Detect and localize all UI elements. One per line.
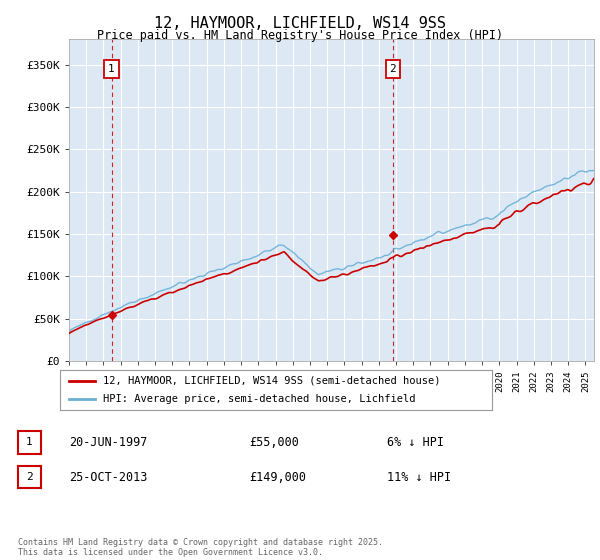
Text: 11% ↓ HPI: 11% ↓ HPI — [387, 470, 451, 484]
Text: HPI: Average price, semi-detached house, Lichfield: HPI: Average price, semi-detached house,… — [103, 394, 416, 404]
Text: 12, HAYMOOR, LICHFIELD, WS14 9SS: 12, HAYMOOR, LICHFIELD, WS14 9SS — [154, 16, 446, 31]
Text: 20-JUN-1997: 20-JUN-1997 — [69, 436, 148, 449]
Text: 2: 2 — [26, 472, 33, 482]
Text: 6% ↓ HPI: 6% ↓ HPI — [387, 436, 444, 449]
Text: 1: 1 — [108, 64, 115, 74]
Text: 12, HAYMOOR, LICHFIELD, WS14 9SS (semi-detached house): 12, HAYMOOR, LICHFIELD, WS14 9SS (semi-d… — [103, 376, 440, 386]
Text: 1: 1 — [26, 437, 33, 447]
Text: 25-OCT-2013: 25-OCT-2013 — [69, 470, 148, 484]
Text: Price paid vs. HM Land Registry's House Price Index (HPI): Price paid vs. HM Land Registry's House … — [97, 29, 503, 42]
Text: Contains HM Land Registry data © Crown copyright and database right 2025.
This d: Contains HM Land Registry data © Crown c… — [18, 538, 383, 557]
Text: £55,000: £55,000 — [249, 436, 299, 449]
Text: 2: 2 — [389, 64, 397, 74]
Text: £149,000: £149,000 — [249, 470, 306, 484]
